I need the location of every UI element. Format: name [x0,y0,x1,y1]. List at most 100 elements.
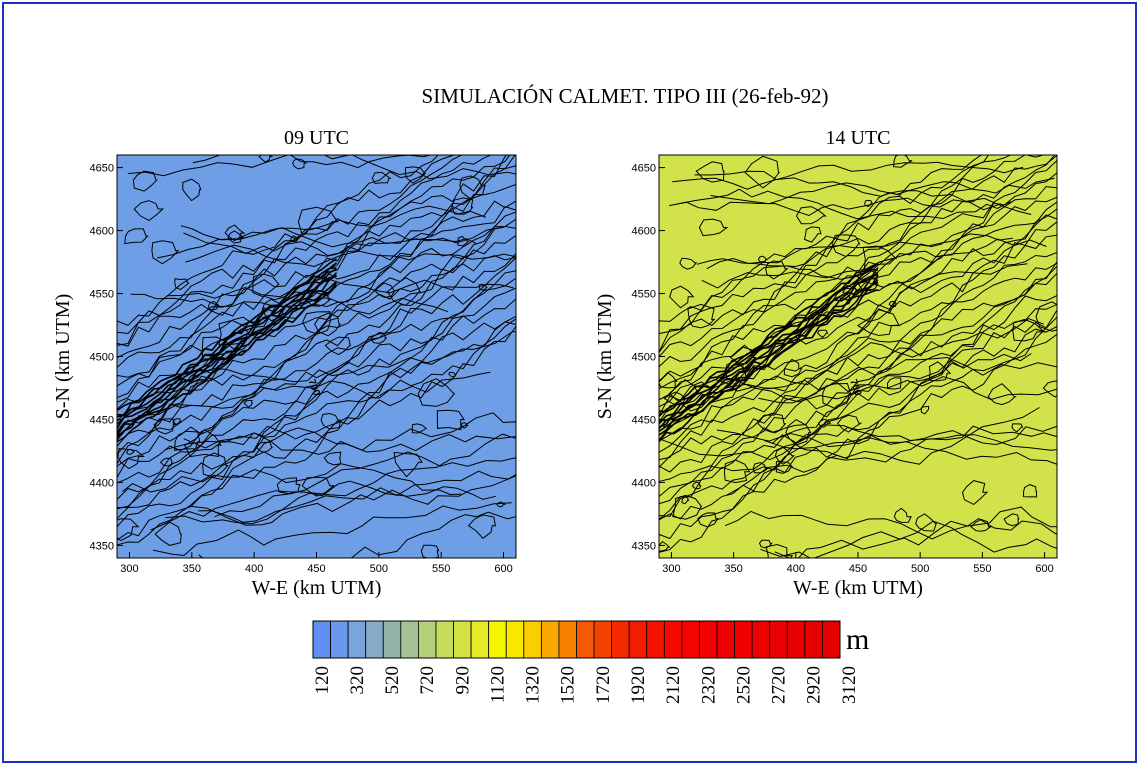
contour-loop [1022,484,1038,498]
x-axis-label: W-E (km UTM) [252,577,382,599]
contour-loop [174,278,190,291]
colorbar-swatch [488,620,507,659]
contour-loop [467,514,497,539]
contour-line-dense [117,275,337,433]
colorbar-label: 120 [312,666,333,695]
contour-line-dense [117,282,338,441]
contour-loop [371,171,392,185]
contour-line [659,273,1057,497]
y-tick-label: 4650 [90,163,114,175]
contour-loop [659,371,678,389]
contour-line [117,155,511,359]
contour-line [117,257,516,478]
contour-loop [757,412,787,433]
contour-line [141,371,491,416]
contour-loop [451,197,474,215]
contour-loop [1042,380,1057,398]
contour-line [659,294,1057,506]
contour-line [758,356,1057,404]
contour-line [192,155,516,180]
contour-loop [404,166,427,184]
contour-line [659,316,1057,540]
contour-line-dense [659,266,879,422]
contour-loop [803,226,822,243]
contour-loop [775,460,794,474]
contour-line [117,298,516,511]
contour-loop [928,361,952,382]
panel-1: 700 09 UTC 300 350 400 450 500 550 600 4350 4400 44… [52,127,517,599]
contour-line [659,234,1057,453]
x-tick-label: 350 [183,563,201,575]
contour-line [669,197,1002,217]
panel-title: 14 UTC [826,127,891,149]
colorbar-label: 3120 [839,666,860,704]
contour-loop [679,257,698,270]
contour-loop [831,234,861,258]
contour-loop [420,544,440,558]
contour-loop [757,255,768,263]
colorbar-label: 2920 [804,666,825,704]
y-tick-label: 4500 [90,352,114,364]
contour-line [127,155,433,177]
y-axis-label: S-N (km UTM) [52,294,74,420]
contour-line [117,326,516,546]
y-tick-label: 4600 [90,226,114,238]
contour-line [117,315,516,520]
contour-line [659,155,1045,353]
contour-loop [668,378,703,405]
contour-loop [669,285,695,309]
contour-line [152,502,512,557]
contour-line [659,310,1057,517]
contour-loop [687,303,716,329]
panel-fill [659,155,1057,558]
contour-loop [159,457,173,467]
contour-line [117,255,516,464]
contour-line [659,155,1012,352]
contour-line [117,155,492,347]
colorbar-label: 1320 [523,666,544,704]
contour-loop [842,287,860,299]
contour-loop [765,260,789,280]
contour-line-dense [117,267,337,418]
colorbar-label: 1720 [593,666,614,704]
contour-line [117,235,516,455]
contour-line [198,511,516,558]
contour-line [117,211,516,422]
colorbar-swatch [365,620,384,659]
contour-line [659,155,990,335]
contour-line [165,433,516,525]
colorbar-swatch [400,620,419,659]
contour-loop [297,206,339,235]
contour-line [214,451,516,518]
colorbar-label: 520 [382,666,403,695]
contour-loop [817,329,829,339]
contour-line [659,155,1057,358]
contour-line [659,221,1057,443]
y-tick-label: 4350 [90,540,114,552]
x-tick-label: 350 [724,563,742,575]
x-tick-label: 300 [120,563,138,575]
contour-line [724,510,1057,540]
colorbar-label: 2320 [698,666,719,704]
contour-line [659,251,1057,461]
colorbar-label: 2120 [663,666,684,704]
contour-line [659,262,1057,468]
panel-title: 09 UTC [284,127,349,149]
x-axis-label: W-E (km UTM) [793,577,923,599]
y-tick-label: 4550 [90,289,114,301]
contour-loop [324,336,352,356]
colorbar-swatch [470,620,490,659]
contour-loop [817,418,832,428]
contour-line [706,233,1013,270]
contour-line [117,183,516,399]
contour-loop [695,161,725,183]
contour-loop [744,155,781,189]
contour-line [185,244,516,268]
contour-loop [207,300,221,311]
contour-loop [417,378,456,407]
y-axis-label: S-N (km UTM) [594,294,616,420]
contour-loop [663,391,687,406]
contour-loop [182,178,202,202]
x-tick-label: 600 [494,563,512,575]
colorbar-unit: m [846,623,869,656]
